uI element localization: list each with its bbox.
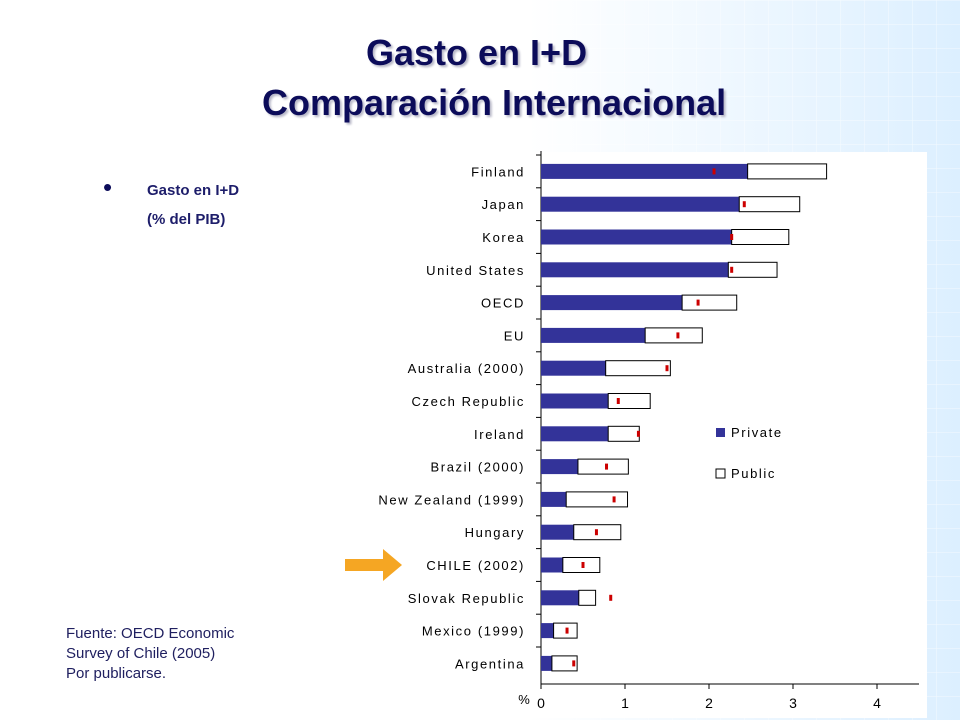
bar-private <box>541 360 606 376</box>
marker-point <box>612 496 616 503</box>
bar-public <box>578 589 597 606</box>
y-tick-label: OECD <box>481 296 525 311</box>
marker-point <box>730 234 734 240</box>
x-tick-label: 2 <box>705 695 713 711</box>
y-tick-label: EU <box>504 328 525 343</box>
x-tick-label: 3 <box>789 695 797 711</box>
y-tick-label: Ireland <box>474 427 525 442</box>
x-tick-label: 4 <box>873 695 881 711</box>
bar-public <box>551 655 578 672</box>
bar-private <box>541 327 646 343</box>
x-axis-label: % <box>518 692 530 707</box>
x-tick-label: 1 <box>621 695 629 711</box>
bar-public <box>727 261 778 278</box>
bar-private <box>541 491 567 507</box>
marker-point <box>594 529 598 536</box>
marker-point <box>665 365 669 372</box>
bar-public <box>553 622 578 639</box>
bar-public <box>607 393 651 409</box>
marker-point <box>636 430 640 437</box>
x-tick-label: 0 <box>537 695 545 711</box>
slide-title-line1: Gasto en I+D <box>366 32 588 73</box>
highlight-arrow <box>345 549 402 581</box>
marker-point <box>565 627 569 634</box>
y-tick-label: Korea <box>482 230 525 245</box>
legend-label-public: Public <box>731 466 776 481</box>
bar-public <box>681 294 738 311</box>
y-tick-label: Australia (2000) <box>408 361 525 376</box>
bar-private <box>541 295 683 311</box>
marker-point <box>616 398 620 404</box>
bar-private <box>541 163 748 179</box>
bar-private <box>541 393 609 409</box>
y-tick-label: United States <box>426 263 525 278</box>
bar-private <box>541 459 578 475</box>
bar-private <box>541 426 609 442</box>
y-tick-label: Japan <box>482 197 525 212</box>
bar-private <box>541 655 552 671</box>
source-line-2: Survey of Chile (2005) <box>66 645 216 662</box>
bar-private <box>541 229 732 245</box>
y-tick-label: Brazil (2000) <box>431 460 526 475</box>
bar-private <box>541 262 729 278</box>
marker-point <box>742 201 746 208</box>
bar-public <box>562 557 601 573</box>
bar-public <box>738 196 801 213</box>
y-tick-label: New Zealand (1999) <box>378 492 525 507</box>
y-tick-label: Finland <box>471 164 525 179</box>
bar-public <box>747 163 828 180</box>
bar-public <box>644 327 703 344</box>
legend-label-private: Private <box>731 425 783 440</box>
slide-title-line2: Comparación Internacional <box>262 82 727 123</box>
bullet-line-2: (% del PIB) <box>147 211 226 228</box>
chart-panel <box>361 152 927 718</box>
bullet-line-1: Gasto en I+D <box>147 182 240 199</box>
y-tick-label: Czech Republic <box>412 394 525 409</box>
bar-public <box>731 229 790 245</box>
source-line-3: Por publicarse. <box>66 665 167 682</box>
y-tick-label: Argentina <box>455 656 525 671</box>
legend-swatch-public <box>715 468 726 479</box>
marker-point <box>609 594 613 601</box>
marker-point <box>581 562 585 568</box>
marker-point <box>696 299 700 306</box>
bar-private <box>541 196 740 212</box>
source-note: Fuente: OECD Economic Survey of Chile (2… <box>66 624 326 684</box>
marker-point <box>605 463 609 470</box>
bar-public <box>607 425 640 442</box>
marker-point <box>712 168 716 175</box>
bar-public <box>565 491 629 508</box>
bar-private <box>541 557 563 573</box>
bar-public <box>605 360 671 377</box>
y-tick-label: Hungary <box>465 525 525 540</box>
y-tick-label: CHILE (2002) <box>426 558 525 573</box>
source-line-1: Fuente: OECD Economic <box>66 625 235 642</box>
marker-point <box>676 332 680 339</box>
bar-private <box>541 590 579 606</box>
bullet-dot: • <box>103 172 113 202</box>
marker-point <box>730 266 734 273</box>
bullet-text: Gasto en I+D (% del PIB) <box>147 176 239 234</box>
bar-private <box>541 623 554 639</box>
bar-private <box>541 524 574 540</box>
bar-public <box>577 458 629 475</box>
legend-swatch-private <box>716 428 725 437</box>
marker-point <box>572 660 576 667</box>
y-tick-label: Slovak Republic <box>408 591 525 606</box>
y-tick-label: Mexico (1999) <box>422 624 525 639</box>
